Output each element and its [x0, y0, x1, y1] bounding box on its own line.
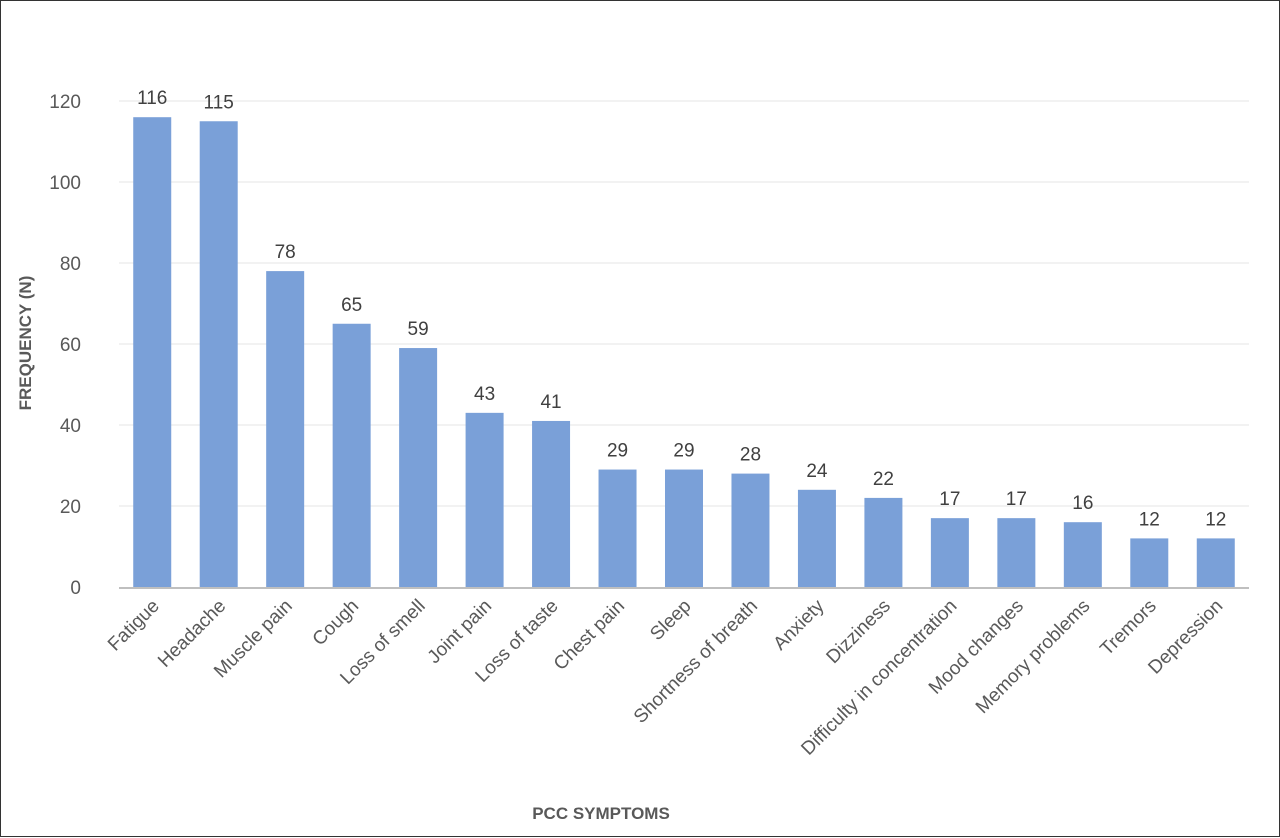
data-label: 65 — [341, 295, 362, 316]
bar — [332, 323, 371, 587]
category-label: Tremors — [1096, 596, 1160, 660]
data-label: 17 — [939, 489, 960, 510]
bars — [133, 117, 1235, 587]
gridlines — [119, 100, 1249, 507]
data-label: 78 — [275, 242, 296, 263]
category-label: Fatigue — [104, 596, 164, 656]
bar — [532, 420, 571, 587]
bar — [266, 271, 305, 587]
data-label: 12 — [1139, 509, 1160, 530]
bar — [1063, 522, 1102, 587]
data-label: 115 — [204, 92, 234, 113]
y-tick-label: 60 — [60, 335, 81, 356]
data-labels: 116 115 78 65 59 43 41 29 29 28 24 22 17 17 16 12 12 — [137, 88, 1226, 530]
data-label: 28 — [740, 445, 761, 466]
y-tick-label: 40 — [60, 416, 81, 437]
y-tick-label: 100 — [49, 173, 81, 194]
bar — [864, 497, 903, 587]
data-label: 41 — [540, 392, 561, 413]
bar — [665, 469, 703, 587]
bar — [199, 121, 238, 587]
category-label: Shortness of breath — [630, 596, 762, 728]
data-label: 16 — [1072, 493, 1093, 514]
bar — [1196, 538, 1235, 587]
category-label: Sleep — [646, 596, 695, 645]
y-tick-label: 120 — [49, 92, 81, 113]
data-label: 12 — [1205, 509, 1226, 530]
y-axis-ticks: 0 20 40 60 80 100 120 — [49, 92, 81, 599]
bar — [731, 473, 770, 587]
y-tick-label: 0 — [70, 578, 81, 599]
data-label: 29 — [673, 441, 694, 462]
data-label: 29 — [607, 441, 628, 462]
y-tick-label: 80 — [60, 254, 81, 275]
bar — [997, 518, 1036, 587]
bar — [1130, 538, 1169, 587]
y-tick-label: 20 — [60, 497, 81, 518]
bar — [133, 117, 172, 587]
bar — [930, 518, 969, 587]
bar — [465, 412, 504, 587]
category-label: Anxiety — [770, 595, 829, 654]
category-label: Memory problems — [972, 596, 1094, 718]
category-label: Cough — [309, 596, 363, 650]
bar — [399, 348, 438, 587]
bar — [598, 469, 637, 587]
data-label: 59 — [408, 319, 429, 340]
x-axis-title: PCC SYMPTOMS — [532, 804, 670, 823]
category-label: Chest pain — [550, 596, 629, 675]
data-label: 17 — [1006, 489, 1027, 510]
data-label: 43 — [474, 384, 495, 405]
bar — [797, 489, 836, 587]
data-label: 24 — [806, 461, 828, 482]
data-label: 116 — [137, 88, 167, 109]
y-axis-title: FREQUENCY (N) — [16, 276, 35, 411]
data-label: 22 — [873, 469, 894, 490]
